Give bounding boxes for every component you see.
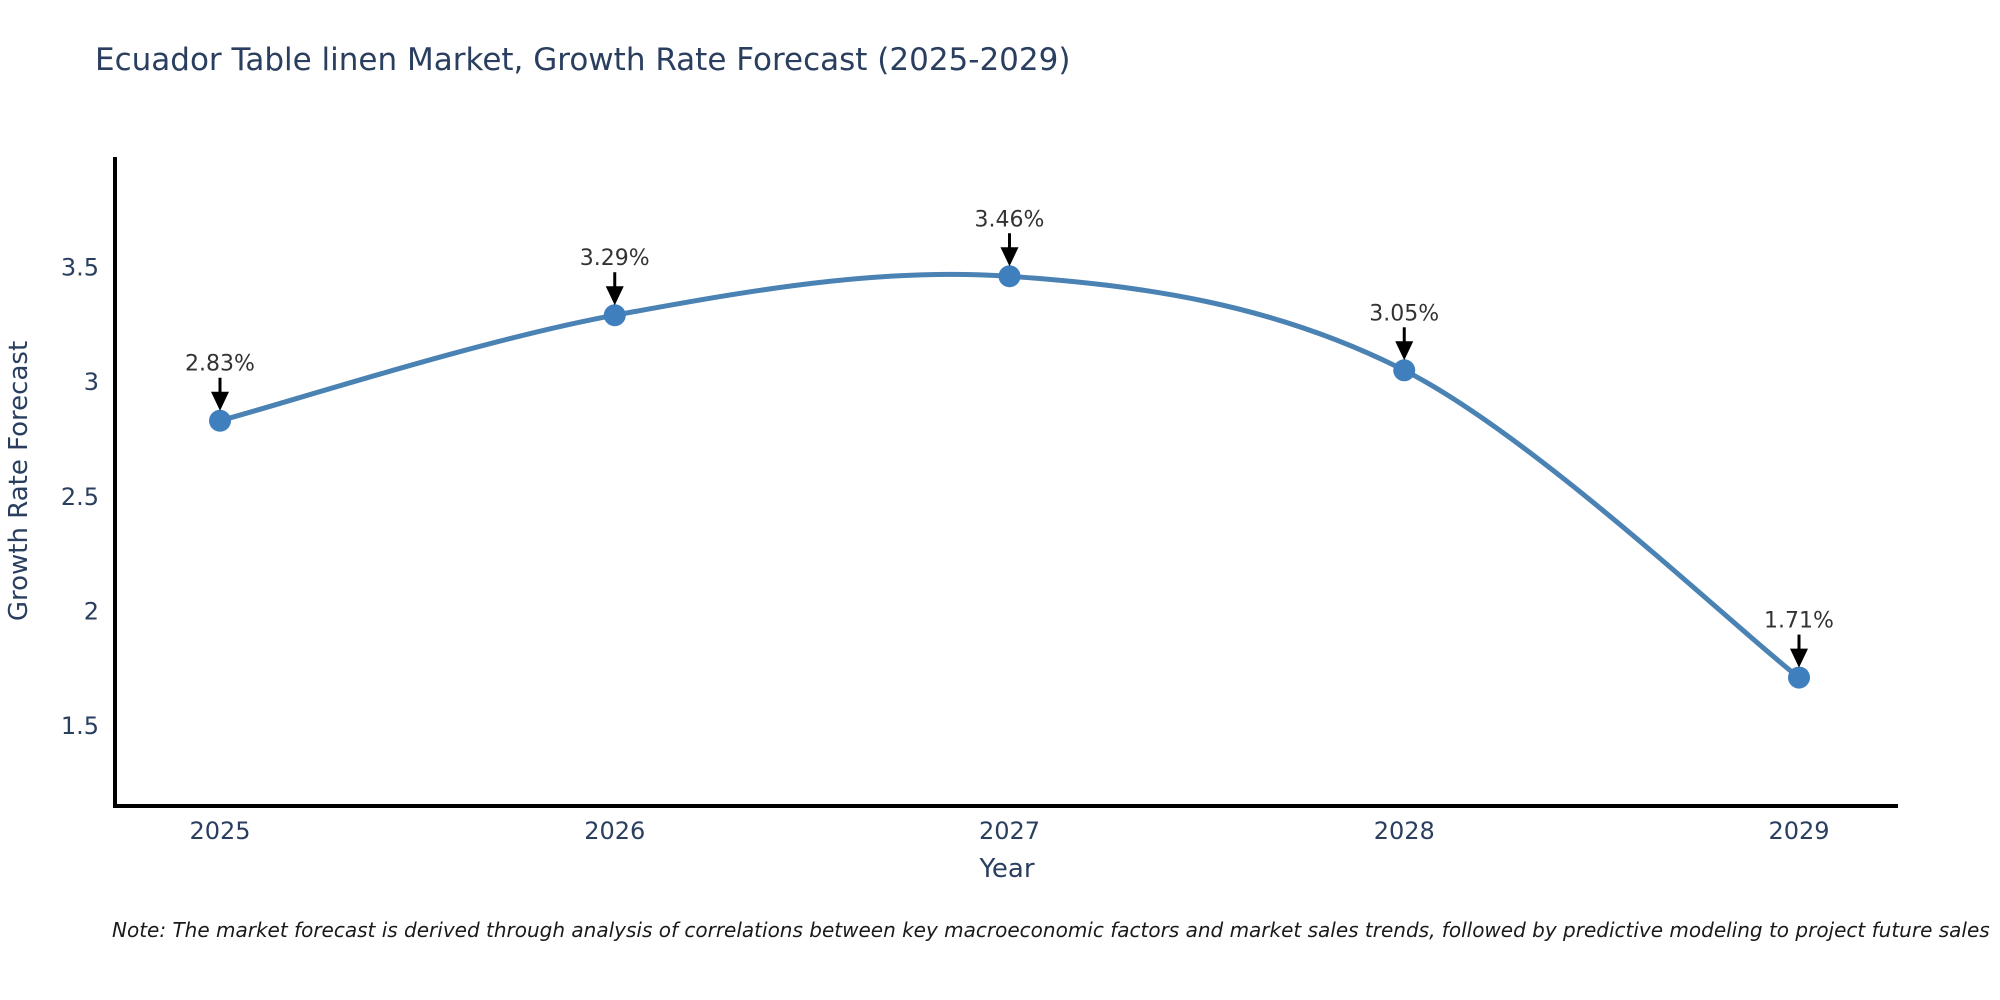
annotation-arrow-head bbox=[605, 286, 624, 306]
data-point-label: 3.05% bbox=[1369, 301, 1439, 326]
x-axis-title: Year bbox=[978, 854, 1034, 884]
x-tick-label: 2028 bbox=[1374, 817, 1435, 845]
y-tick-label: 2.5 bbox=[61, 483, 99, 511]
y-tick-label: 3 bbox=[84, 368, 99, 396]
data-point-label: 2.83% bbox=[185, 352, 255, 377]
chart-title: Ecuador Table linen Market, Growth Rate … bbox=[95, 42, 1071, 78]
y-axis-title: Growth Rate Forecast bbox=[4, 341, 34, 621]
footnote: Note: The market forecast is derived thr… bbox=[112, 918, 1990, 942]
x-tick-label: 2029 bbox=[1768, 817, 1829, 845]
data-point-marker bbox=[603, 304, 626, 327]
y-tick-label: 3.5 bbox=[61, 254, 99, 282]
data-point-label: 3.46% bbox=[975, 207, 1045, 232]
x-tick-label: 2027 bbox=[979, 817, 1040, 845]
x-tick-label: 2026 bbox=[584, 817, 645, 845]
chart-plot-area: 3.5 3 2.5 2 1.5 2025 2026 2027 2028 2029 2.83% 3.29… bbox=[61, 157, 1898, 845]
data-point-label: 1.71% bbox=[1764, 609, 1834, 634]
data-point-marker bbox=[209, 409, 231, 432]
x-tick-label: 2025 bbox=[189, 817, 250, 845]
annotation-arrow-head bbox=[211, 391, 229, 411]
data-point-marker bbox=[1393, 359, 1416, 382]
annotation-arrow-head bbox=[1790, 648, 1808, 668]
y-tick-label: 2 bbox=[84, 598, 99, 626]
data-point-marker bbox=[998, 265, 1021, 288]
y-tick-label: 1.5 bbox=[61, 712, 99, 740]
forecast-line bbox=[217, 271, 1802, 681]
data-point-label: 3.29% bbox=[580, 246, 650, 271]
annotation-arrow-head bbox=[1000, 247, 1019, 267]
data-point-marker bbox=[1788, 666, 1810, 689]
annotation-arrow-head bbox=[1395, 341, 1414, 361]
